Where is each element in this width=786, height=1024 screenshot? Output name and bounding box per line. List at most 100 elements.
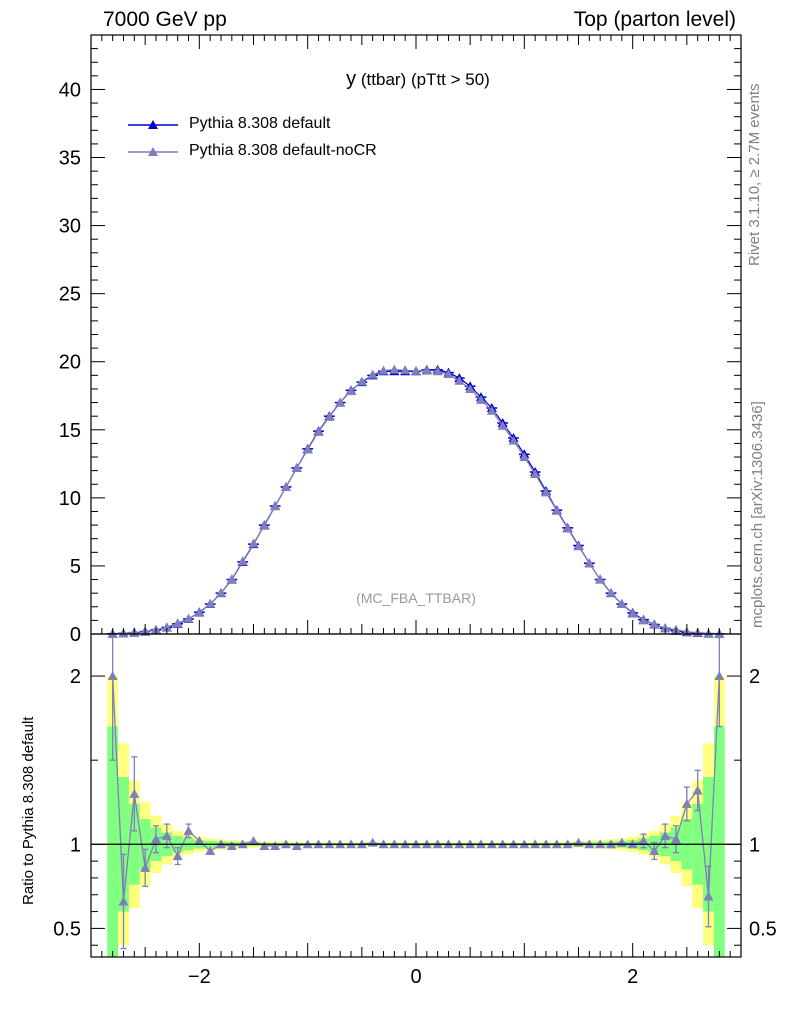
main-panel-series	[107, 364, 725, 638]
legend-marker-default	[148, 120, 158, 129]
ratio-y-tick-label: 0.5	[53, 918, 81, 940]
ratio-nocr-point	[660, 830, 671, 840]
rivet-version-label: Rivet 3.1.10, ≥ 2.7M events	[746, 83, 763, 267]
series-nocr-point	[226, 574, 237, 584]
ratio-uncertainty-bands	[107, 676, 725, 957]
series-nocr-point	[660, 623, 671, 633]
axes: 0 5 10 15 20 25 30 35 40 −2 0 2 0.5 0.5 1 1 2 2	[53, 34, 777, 988]
series-nocr-point	[237, 556, 248, 566]
series-nocr-point	[291, 462, 302, 472]
ratio-nocr-point	[205, 846, 216, 856]
series-nocr-point	[584, 558, 595, 568]
series-nocr-point	[172, 618, 183, 628]
series-nocr-point	[378, 365, 389, 375]
ratio-frame	[90, 633, 742, 958]
series-nocr-point	[508, 435, 519, 445]
ratio-nocr-point	[649, 846, 660, 856]
series-nocr-point	[259, 520, 270, 530]
series-nocr-point	[411, 365, 421, 375]
series-nocr-point	[573, 541, 584, 551]
series-nocr-point	[486, 405, 497, 415]
ratio-nocr-point	[140, 862, 151, 872]
ratio-panel-series	[107, 633, 725, 950]
ratio-nocr-point	[291, 840, 302, 850]
ratio-nocr-point	[129, 788, 140, 798]
series-nocr-point	[465, 383, 476, 393]
series-nocr-point	[302, 444, 313, 454]
series-nocr-point	[530, 469, 541, 479]
ratio-nocr-point	[248, 835, 259, 845]
y-tick-label: 10	[59, 488, 81, 510]
ratio-y-tick-label-right: 1	[749, 834, 760, 856]
series-nocr-point	[627, 608, 638, 618]
series-nocr-point	[161, 622, 172, 632]
ratio-nocr-point	[671, 834, 681, 844]
ratio-y-tick-label: 1	[70, 834, 81, 856]
plot-title: y (ttbar) (pTtt > 50)	[0, 68, 786, 91]
series-nocr-point	[216, 587, 226, 597]
y-tick-label: 30	[59, 216, 81, 238]
series-nocr-point	[248, 538, 259, 548]
ratio-nocr-point	[367, 837, 378, 847]
y-tick-label: 20	[59, 352, 81, 374]
ratio-nocr-point	[161, 830, 172, 840]
legend-label-nocr: Pythia 8.308 default-noCR	[189, 142, 377, 159]
x-tick-label: 0	[410, 966, 421, 988]
band-green-bin	[713, 726, 725, 957]
series-nocr-point	[205, 598, 216, 608]
series-nocr-point	[476, 394, 486, 404]
ratio-nocr-point	[703, 891, 714, 901]
ratio-axis-label: Ratio to Pythia 8.308 default	[20, 716, 37, 905]
series-nocr-point	[616, 599, 627, 609]
legend-label-default: Pythia 8.308 default	[189, 115, 331, 132]
y-tick-label: 25	[59, 284, 81, 306]
plot-title-rest: (ttbar) (pTtt > 50)	[356, 70, 490, 89]
y-tick-label: 0	[70, 624, 81, 646]
series-nocr-point	[443, 368, 454, 378]
series-nocr-point	[454, 375, 465, 385]
series-nocr-point	[346, 385, 356, 395]
series-nocr-point	[497, 420, 508, 430]
ratio-nocr-line	[112, 676, 720, 902]
series-nocr-point	[421, 365, 432, 375]
ratio-y-tick-label: 2	[70, 666, 81, 688]
ratio-nocr-point	[259, 840, 270, 850]
header-right-label: Top (parton level)	[573, 8, 736, 31]
series-nocr-point	[324, 411, 335, 421]
series-nocr-point	[649, 619, 660, 629]
analysis-watermark: (MC_FBA_TTBAR)	[356, 590, 476, 606]
series-nocr-point	[367, 369, 378, 379]
ratio-nocr-point	[172, 851, 183, 861]
ratio-nocr-point	[638, 835, 649, 845]
y-tick-label: 5	[70, 556, 81, 578]
series-nocr-point	[595, 574, 606, 584]
ratio-nocr-point	[270, 840, 281, 850]
series-nocr-point	[519, 452, 530, 462]
series-nocr-point	[606, 587, 616, 597]
header-left-label: 7000 GeV pp	[103, 8, 227, 31]
x-tick-label: −2	[188, 966, 211, 988]
ratio-nocr-point	[118, 896, 129, 906]
y-tick-label: 40	[59, 79, 81, 101]
series-nocr-point	[335, 397, 346, 407]
series-nocr-point	[313, 426, 324, 436]
ratio-nocr-point	[714, 671, 725, 681]
series-nocr-point	[432, 366, 443, 376]
series-nocr-point	[281, 481, 291, 491]
series-nocr-point	[638, 615, 649, 625]
y-tick-label: 15	[59, 420, 81, 442]
series-nocr-point	[270, 501, 281, 511]
series-nocr-point	[562, 523, 573, 533]
legend-marker-nocr	[148, 147, 158, 156]
series-nocr-point	[194, 607, 205, 617]
band-green-bin	[107, 726, 119, 957]
series-nocr-point	[541, 487, 551, 497]
ratio-y-tick-label-right: 2	[749, 666, 760, 688]
legend-markers	[128, 120, 178, 156]
series-nocr-point	[356, 376, 367, 386]
plot-title-main: y	[346, 68, 357, 90]
series-nocr-point	[400, 365, 411, 375]
ratio-nocr-point	[226, 840, 237, 850]
ratio-nocr-point	[183, 825, 194, 835]
